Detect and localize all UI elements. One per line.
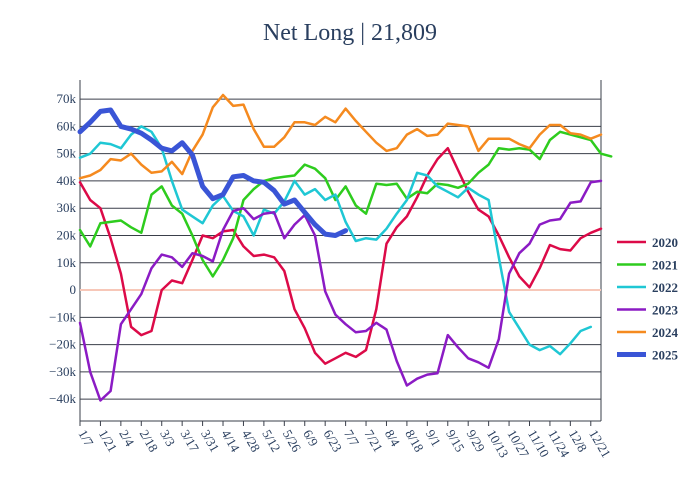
x-tick-label: 5/12 <box>259 427 284 455</box>
legend-label-2021: 2021 <box>652 258 678 273</box>
legend-label-2024: 2024 <box>652 325 679 340</box>
x-tick-label: 6/9 <box>300 427 321 449</box>
y-tick-label: 10k <box>57 255 77 270</box>
x-tick-label: 4/28 <box>239 427 264 455</box>
x-tick-label: 3/31 <box>198 427 223 455</box>
series-lines <box>77 93 613 402</box>
legend-label-2025: 2025 <box>652 348 679 363</box>
x-tick-label: 8/18 <box>402 427 427 455</box>
x-tick-label: 9/15 <box>443 427 468 455</box>
y-tick-label: 70k <box>57 91 77 106</box>
x-tick-label: 1/21 <box>96 427 121 455</box>
chart-title: Net Long | 21,809 <box>263 20 437 46</box>
series-line-2020 <box>78 146 603 365</box>
legend-label-2023: 2023 <box>652 303 679 318</box>
x-tick-label: 12/21 <box>586 427 614 460</box>
y-tick-label: 60k <box>57 118 77 133</box>
x-tick-label: 2/18 <box>137 427 162 455</box>
y-tick-label: 0 <box>70 282 77 297</box>
series-line-2025 <box>77 107 349 238</box>
x-tick-label: 3/17 <box>178 427 203 455</box>
y-axis-ticks: −40k −30k −20k −10k 0 10k 20k 30k 40k 50k 60k 70k <box>49 91 76 406</box>
x-tick-label: 6/23 <box>321 427 346 455</box>
x-tick-label: 8/4 <box>382 427 404 449</box>
x-tick-label: 7/7 <box>341 427 363 449</box>
y-tick-label: −20k <box>49 337 76 352</box>
legend: 2020 2021 2022 2023 2024 2025 <box>617 235 679 363</box>
x-tick-label: 3/3 <box>157 427 178 449</box>
y-tick-label: −30k <box>49 364 76 379</box>
y-tick-label: 20k <box>57 227 77 242</box>
y-tick-label: 50k <box>57 146 77 161</box>
series-line-2023 <box>78 179 603 402</box>
x-tick-label: 5/26 <box>280 427 305 455</box>
series-line-2022 <box>78 125 593 356</box>
x-tick-label: 9/29 <box>464 427 489 455</box>
series-line-2021 <box>78 130 613 278</box>
series-line-2024 <box>78 93 603 180</box>
legend-label-2022: 2022 <box>652 280 678 295</box>
x-tick-label: 4/14 <box>218 427 243 455</box>
x-tick-label: 1/7 <box>75 427 97 449</box>
x-axis-ticks: 1/7 1/212/4 2/183/3 3/173/314/144/285/125/2… <box>75 421 614 461</box>
y-tick-label: 30k <box>57 200 77 215</box>
x-tick-label: 9/1 <box>423 427 444 449</box>
x-tick-label: 7/21 <box>361 427 386 455</box>
legend-label-2020: 2020 <box>652 235 678 250</box>
y-tick-label: 40k <box>57 173 77 188</box>
y-tick-label: −10k <box>49 309 76 324</box>
y-tick-label: −40k <box>49 391 76 406</box>
x-tick-label: 2/4 <box>116 427 138 449</box>
